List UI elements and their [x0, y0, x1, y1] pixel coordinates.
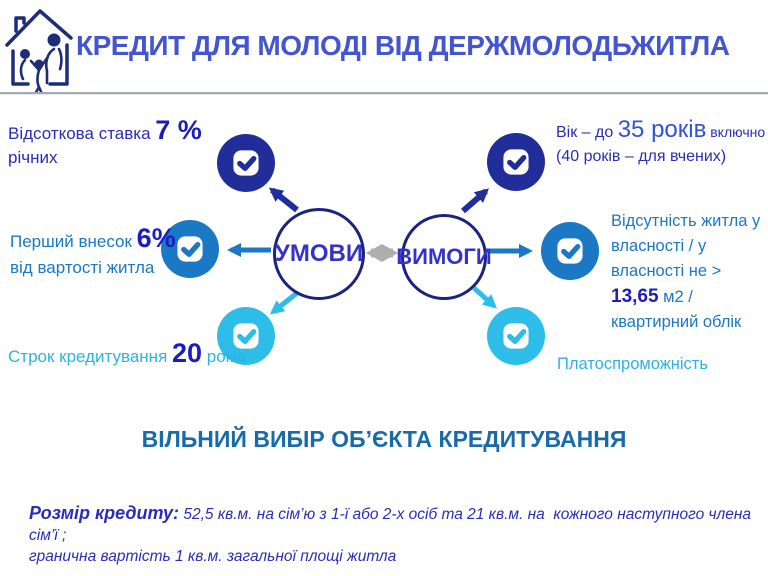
condition-interest-rate-value: 7 %	[155, 115, 202, 145]
condition-loan-term-suffix: років	[202, 347, 246, 366]
hub-conditions: УМОВИ	[273, 208, 365, 300]
requirement-no-housing-text: Відсутність житла у власності / у власно…	[611, 212, 761, 280]
requirement-age-suffix: включно	[706, 124, 766, 140]
condition-first-payment: Перший внесок 6% від вартості житла	[10, 223, 200, 280]
loan-size-line2: гранична вартість 1 кв.м. загальної площ…	[29, 548, 397, 565]
loan-size-line1: 52,5 кв.м. на сім’ю з 1-ї або 2-х осіб т…	[29, 506, 756, 544]
checkmark-icon	[217, 307, 275, 365]
arrow-requirements-top	[461, 188, 490, 214]
loan-size-paragraph: Розмір кредиту: 52,5 кв.м. на сім’ю з 1-…	[29, 503, 754, 567]
arrow-requirements-bottom	[472, 286, 497, 309]
requirement-no-housing-suffix: м2 / квартирний облік	[611, 288, 742, 331]
check-circle-interest-rate	[217, 134, 275, 192]
hub-requirements: ВИМОГИ	[396, 214, 492, 300]
condition-first-payment-value: 6%	[136, 223, 176, 253]
checkmark-icon	[217, 134, 275, 192]
condition-loan-term-value: 20	[172, 338, 203, 368]
check-circle-no-housing	[541, 222, 599, 280]
requirement-no-housing: Відсутність житла у власності / у власно…	[611, 209, 768, 335]
check-circle-solvency	[487, 307, 545, 365]
checkmark-icon	[161, 220, 219, 278]
page-title: КРЕДИТ ДЛЯ МОЛОДІ ВІД ДЕРЖМОЛОДЬЖИТЛА	[76, 30, 730, 61]
header-divider	[0, 92, 768, 94]
condition-interest-rate-suffix: річних	[8, 148, 58, 167]
check-circle-age	[487, 133, 545, 191]
condition-interest-rate: Відсоткова ставка 7 % річних	[8, 115, 233, 170]
checkmark-icon	[487, 133, 545, 191]
requirement-age: Вік – до 35 років включно (40 років – для…	[556, 117, 768, 168]
requirement-age-text: Вік – до	[556, 124, 618, 141]
requirement-age-value: 35 років	[617, 116, 707, 143]
requirement-age-note: (40 років – для вчених)	[556, 148, 727, 165]
arrow-conditions-bottom	[269, 291, 299, 315]
loan-size-label: Розмір кредиту:	[29, 503, 180, 523]
condition-loan-term-text: Строк кредитування	[8, 347, 172, 366]
check-circle-loan-term	[217, 307, 275, 365]
condition-first-payment-text: Перший внесок	[10, 232, 137, 251]
house-family-logo	[5, 9, 73, 95]
check-circle-first-payment	[161, 220, 219, 278]
checkmark-icon	[541, 222, 599, 280]
arrow-conditions-top	[268, 187, 299, 213]
subtitle: ВІЛЬНИЙ ВИБІР ОБ’ЄКТА КРЕДИТУВАННЯ	[141, 426, 627, 452]
condition-loan-term: Строк кредитування 20 років	[8, 338, 248, 369]
requirement-no-housing-value: 13,65	[611, 286, 659, 307]
condition-first-payment-suffix: від вартості житла	[10, 258, 155, 277]
requirement-solvency: Платоспроможність	[557, 355, 708, 373]
checkmark-icon	[487, 307, 545, 365]
condition-interest-rate-text: Відсоткова ставка	[8, 124, 156, 143]
